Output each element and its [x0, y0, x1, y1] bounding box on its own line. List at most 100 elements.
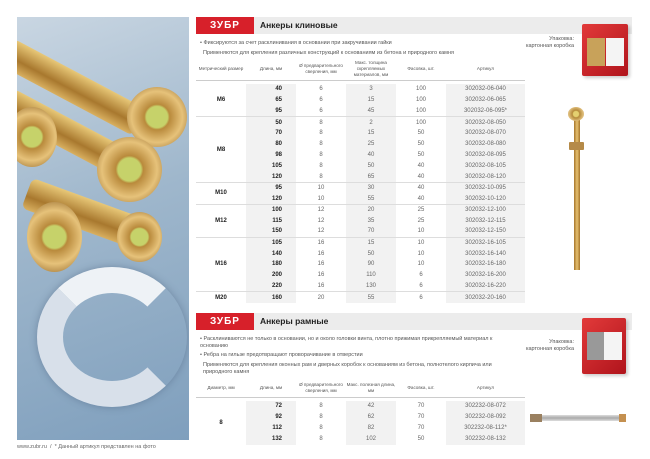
- cell: 10: [417, 250, 425, 257]
- table-row: 132 8 102 50 302232-08-132: [196, 433, 525, 445]
- cell: 95: [246, 105, 296, 117]
- cell: 120: [246, 193, 296, 205]
- cell: 65: [346, 171, 396, 183]
- cell: 302032-08-095: [446, 149, 525, 161]
- table-header: Метрический размер Длина, мм Ø предварител…: [196, 58, 525, 81]
- cell: 16: [317, 272, 325, 279]
- cell: 302232-08-132: [446, 433, 525, 445]
- cell: 302232-08-112*: [446, 422, 525, 434]
- cell: 35: [346, 215, 396, 227]
- cell: 10: [317, 195, 325, 202]
- cell: 302232-08-092: [446, 411, 525, 423]
- packaging-label: Упаковка: картонная коробка: [525, 36, 574, 49]
- column-header: Ø предварительного сверления, мм: [296, 58, 346, 81]
- column-header: Длина, мм: [246, 58, 296, 81]
- cell: 8: [319, 173, 323, 180]
- table-row: 80 8 25 50 302032-08-080: [196, 138, 525, 150]
- cell: 6: [419, 272, 423, 279]
- cell: 115: [246, 215, 296, 227]
- column-header: Артикул: [446, 58, 525, 81]
- cell: 302032-16-200: [446, 269, 525, 281]
- cell: 50: [417, 130, 425, 137]
- column-header: Ø предварительного сверления, мм: [296, 379, 346, 398]
- table-row: 115 12 35 25 302032-12-115: [196, 215, 525, 227]
- cell: 12: [296, 203, 346, 216]
- cell: 130: [346, 280, 396, 292]
- cell: 112: [246, 422, 296, 434]
- cell: 50: [417, 436, 425, 443]
- cell: 302032-08-080: [446, 138, 525, 150]
- cell: 8: [319, 130, 323, 137]
- application-note: Применяются для крепления оконных рам и …: [203, 362, 492, 375]
- cell: 100: [415, 86, 426, 93]
- table-row: 105 8 50 40 302032-08-105: [196, 160, 525, 172]
- cell: 302032-10-120: [446, 193, 525, 205]
- cell: 302032-16-140: [446, 248, 525, 259]
- size-cell: M8: [196, 116, 246, 183]
- cell: 50: [346, 248, 396, 259]
- cell: 10: [296, 181, 346, 194]
- cell: 6: [319, 86, 323, 93]
- cell: 110: [346, 269, 396, 281]
- cell: 80: [246, 138, 296, 150]
- column-header: Фасовка, шт.: [396, 58, 446, 81]
- cell: 70: [417, 425, 425, 432]
- cell: 72: [246, 401, 296, 412]
- brand-logo: ЗУБР: [196, 313, 254, 330]
- table-row: 180 16 90 10 302032-16-180: [196, 259, 525, 270]
- size-cell: 8: [219, 419, 223, 426]
- cell: 70: [246, 127, 296, 139]
- cell: 150: [246, 226, 296, 238]
- cell: 16: [317, 250, 325, 257]
- section-header-frame-anchors: ЗУБР Анкеры рамные: [196, 313, 632, 330]
- table-row: 150 12 70 10 302032-12-150: [196, 226, 525, 238]
- column-header: Длина, мм: [246, 379, 296, 398]
- cell: 302032-08-050: [446, 116, 525, 128]
- cell: 50: [246, 116, 296, 128]
- cell: 102: [346, 433, 396, 445]
- table-row: 70 8 15 50 302032-08-070: [196, 127, 525, 139]
- cell: 302032-16-105: [446, 236, 525, 249]
- cell: 302032-08-105: [446, 160, 525, 172]
- cell: 90: [346, 259, 396, 270]
- table-row: 220 16 130 6 302032-16-220: [196, 280, 525, 292]
- cell: 15: [346, 127, 396, 139]
- frame-anchor-head: [619, 414, 626, 422]
- table-row: 112 8 82 70 302232-08-112*: [196, 422, 525, 434]
- cell: 8: [319, 152, 323, 159]
- site-url[interactable]: www.zubr.ru: [17, 444, 47, 450]
- cell: 220: [246, 280, 296, 292]
- cell: 302232-08-072: [446, 401, 525, 412]
- cell: 6: [319, 97, 323, 104]
- cell: 15: [346, 236, 396, 249]
- cell: 140: [246, 248, 296, 259]
- cell: 55: [346, 291, 396, 303]
- bullet: • Расклиниваются не только в основании, …: [200, 336, 493, 349]
- cell: 302032-16-180: [446, 259, 525, 270]
- column-header: Артикул: [446, 379, 525, 398]
- footer: www.zubr.ru / * Данный артикул представл…: [17, 444, 156, 450]
- cell: 302032-06-065: [446, 94, 525, 106]
- footnote: * Данный артикул представлен на фото: [54, 444, 156, 450]
- size-cell: M12: [196, 203, 246, 238]
- cell: 2: [346, 116, 396, 128]
- cell: 40: [417, 195, 425, 202]
- cell: 8: [319, 436, 323, 443]
- table-row: 120 8 65 40 302032-08-120: [196, 171, 525, 183]
- cell: 62: [346, 411, 396, 423]
- cell: 100: [246, 203, 296, 216]
- size-cell: M6: [216, 97, 226, 104]
- application-note: Применяются для крепления различных конс…: [203, 50, 454, 56]
- table-row: 98 8 40 50 302032-08-095: [196, 149, 525, 161]
- column-header: Метрический размер: [196, 58, 246, 81]
- table-row: 95 6 45 100 302032-06-095*: [196, 105, 525, 117]
- cell: 98: [246, 149, 296, 161]
- cell: 10: [417, 261, 425, 268]
- table-row: M12 100 12 20 25 302032-12-100: [196, 203, 525, 238]
- cell: 70: [346, 226, 396, 238]
- cell: 40: [417, 173, 425, 180]
- wedge-anchor-image: [574, 120, 580, 270]
- cell: 25: [396, 203, 446, 216]
- table-header: Диаметр, мм Длина, мм Ø предварительного с…: [196, 379, 525, 398]
- bullet: • Ребра на гильзе предотвращают проворач…: [200, 352, 363, 358]
